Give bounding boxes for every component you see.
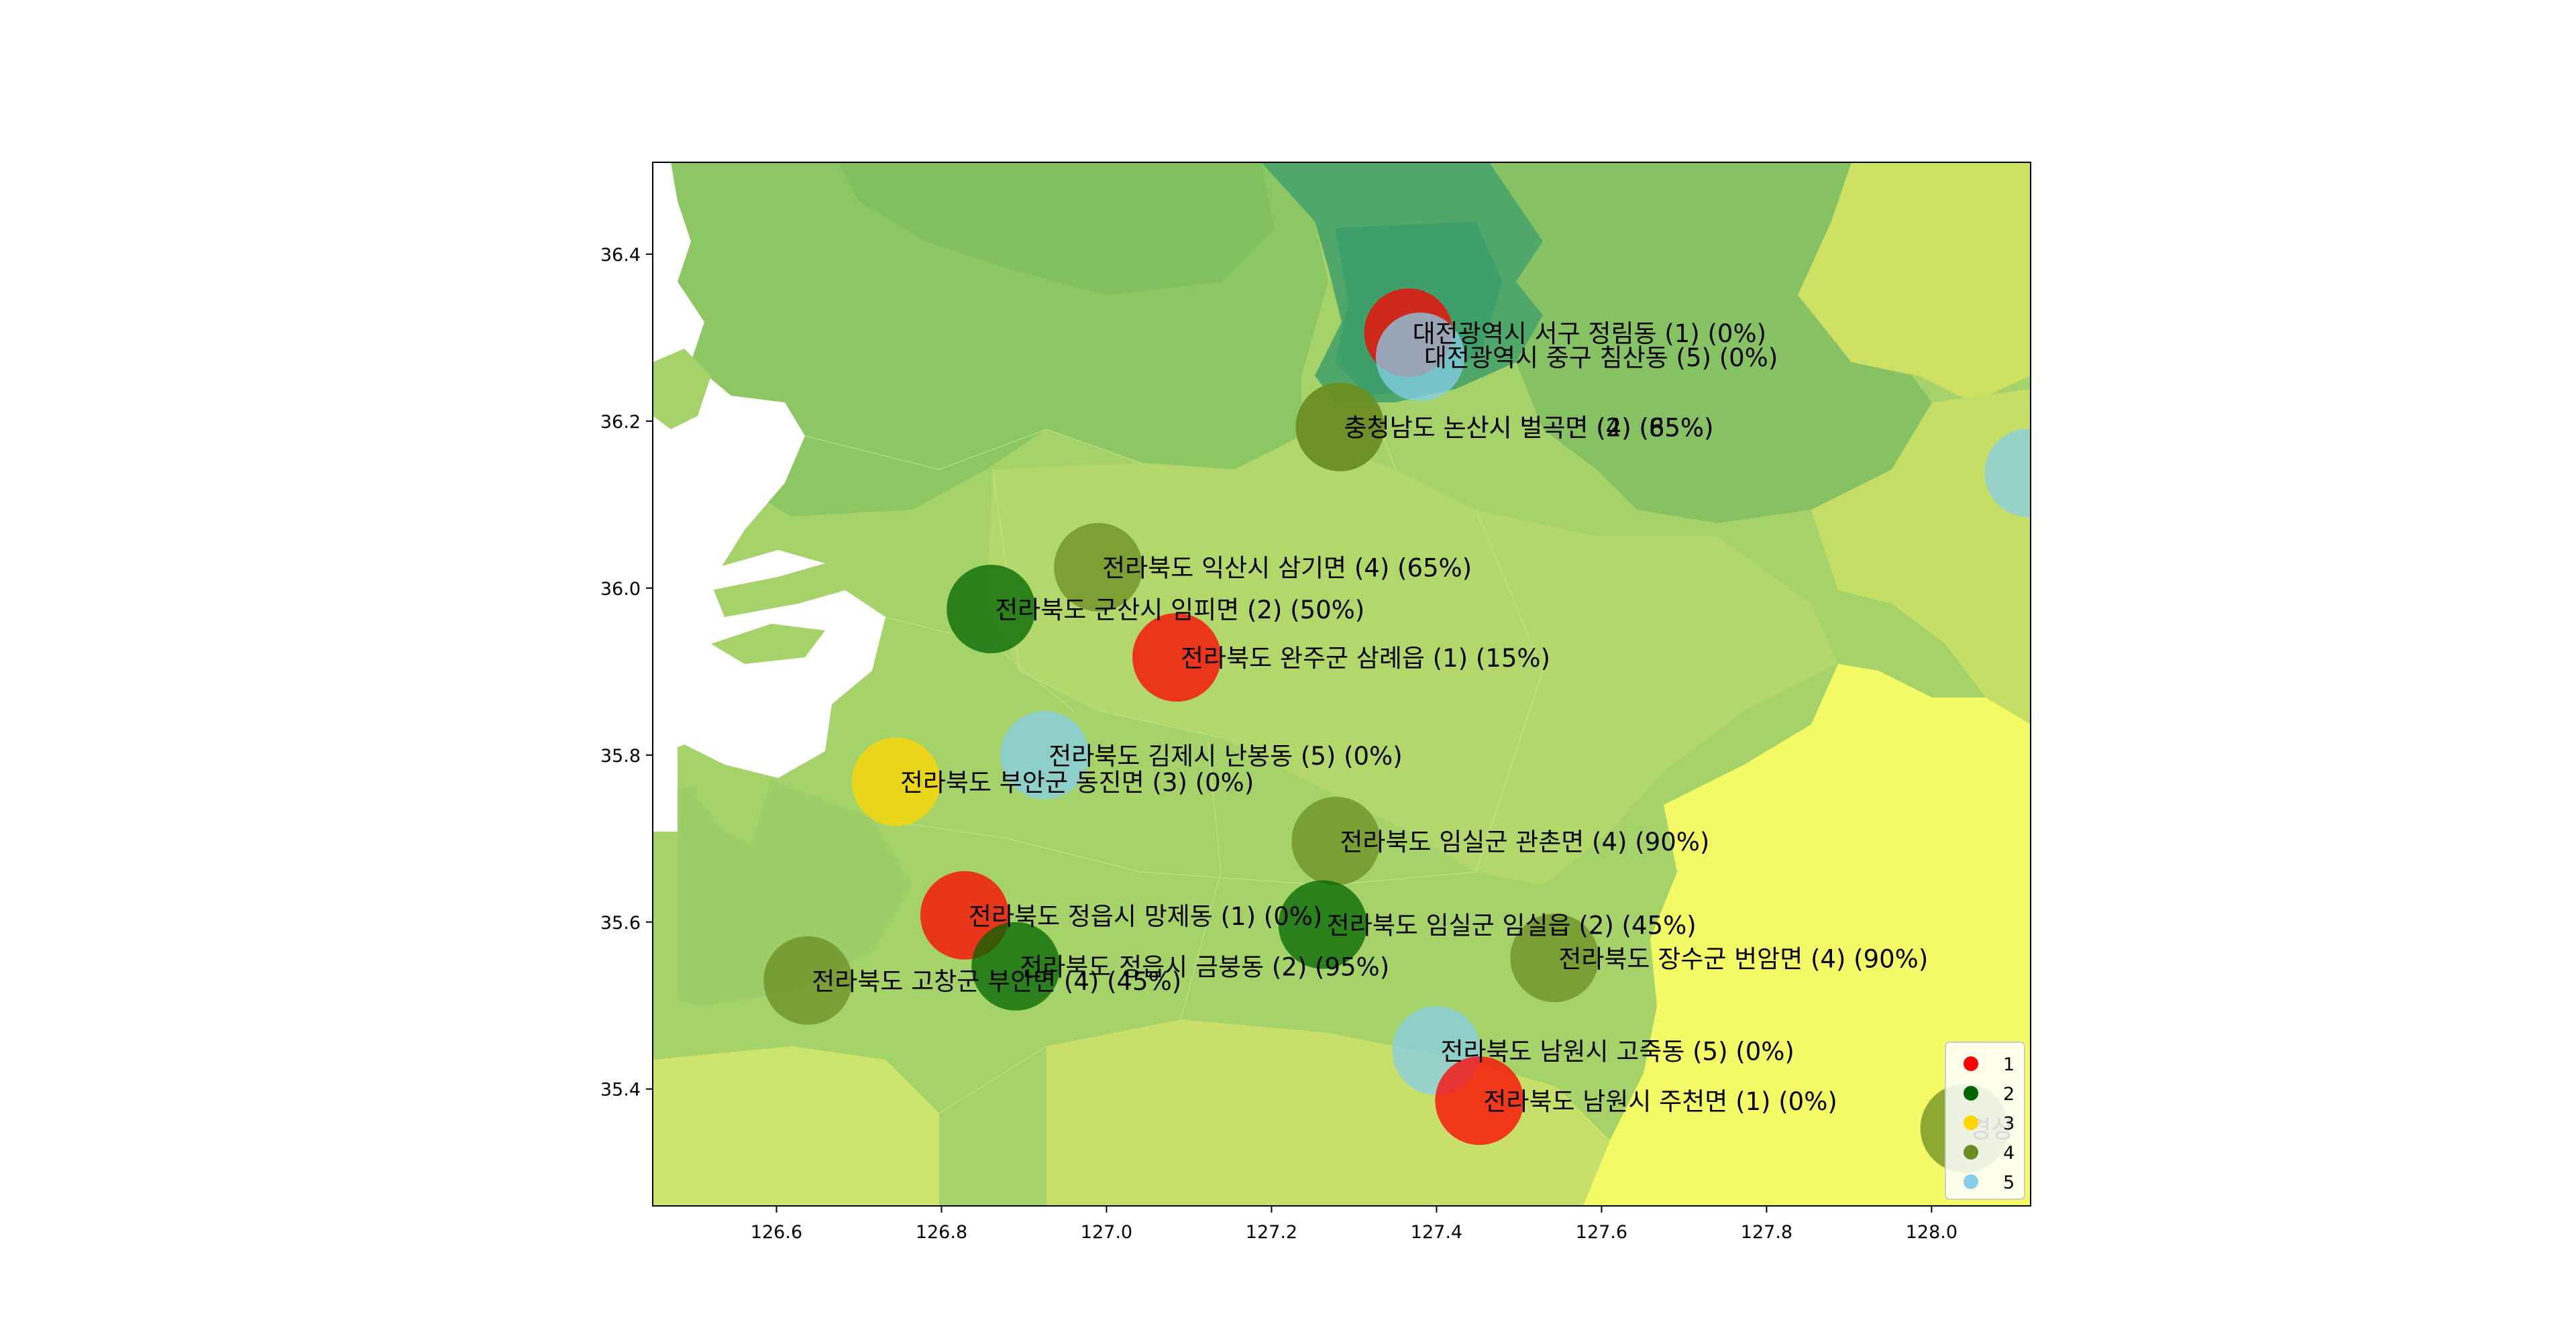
x-tick-label: 126.6	[751, 1222, 802, 1243]
legend: 1 2 3 4 5	[1945, 1042, 2025, 1200]
point-label: 전라북도 고창군 부안면 (4) (45%)	[812, 967, 1181, 996]
bubble-4	[1291, 797, 1381, 886]
legend-label: 2	[2003, 1084, 2015, 1105]
bubble-2	[1278, 880, 1367, 969]
point-label: 전라북도 정읍시 금붕동 (2) (95%)	[1020, 953, 1389, 982]
x-tick-label: 127.2	[1246, 1222, 1297, 1243]
point-label: 전라북도 임실군 관촌면 (4) (90%)	[1340, 828, 1709, 856]
legend-marker	[1964, 1056, 1978, 1071]
y-tick-label: 36.0	[600, 579, 641, 600]
bubble-4	[1054, 522, 1143, 612]
point-label: 대전광역시 서구 정림동 (1) (0%)	[1413, 319, 1766, 348]
bubble-4	[1295, 382, 1385, 471]
y-tick-label: 35.6	[600, 913, 641, 934]
y-tick-label: 35.4	[600, 1080, 641, 1101]
legend-label: 3	[2003, 1113, 2015, 1134]
bubble-3	[851, 737, 941, 826]
bubble-layer	[763, 288, 2031, 1173]
bubble-1	[1435, 1056, 1524, 1146]
bubble-1	[1132, 613, 1222, 702]
legend-marker	[1964, 1086, 1978, 1101]
legend-label: 5	[2003, 1172, 2015, 1193]
x-axis: 126.6 126.8 127.0 127.2 127.4 127.6 127.8 128.0	[751, 1206, 1957, 1243]
point-label: 전라북도 임실군 임실읍 (2) (45%)	[1327, 911, 1697, 940]
legend-marker	[1964, 1145, 1978, 1160]
axes-frame	[652, 162, 2031, 1207]
label-layer: 대전광역시 서구 정림동 (1) (0%)대전광역시 중구 침산동 (5) (0…	[812, 319, 2014, 1144]
point-label: 전라북도 부안군 동진면 (3) (0%)	[900, 769, 1254, 797]
point-label: 전라북도 남원시 고죽동 (5) (0%)	[1440, 1037, 1794, 1066]
legend-label: 1	[2003, 1054, 2015, 1075]
x-tick-label: 127.8	[1741, 1222, 1792, 1243]
map-background	[653, 162, 2031, 1206]
point-label: 대전광역시 중구 침산동 (5) (0%)	[1424, 343, 1778, 372]
x-tick-label: 126.8	[916, 1222, 967, 1243]
point-label: 전라북도 정읍시 망제동 (1) (0%)	[969, 902, 1322, 931]
bubble-5	[1375, 313, 1464, 402]
x-tick-label: 128.0	[1906, 1222, 1957, 1243]
bubble-2	[971, 922, 1061, 1011]
y-tick-label: 36.2	[600, 412, 641, 433]
point-label: 전라북도 완주군 삼례읍 (1) (15%)	[1181, 644, 1550, 673]
x-tick-label: 127.0	[1081, 1222, 1132, 1243]
x-tick-label: 127.4	[1411, 1222, 1462, 1243]
point-label: 전라북도 익산시 삼기면 (4) (65%)	[1102, 554, 1472, 583]
point-label: 전라북도 김제시 난봉동 (5) (0%)	[1049, 742, 1402, 771]
y-tick-label: 36.4	[600, 245, 641, 266]
y-tick-label: 35.8	[600, 746, 641, 767]
legend-marker	[1964, 1115, 1978, 1130]
x-tick-label: 127.6	[1576, 1222, 1627, 1243]
point-label: 충청남도 논산시 벌곡면 (2) (85%)	[1344, 414, 1714, 443]
legend-box	[1945, 1042, 2025, 1200]
legend-label: 4	[2003, 1143, 2015, 1164]
bubble-2	[947, 564, 1036, 653]
y-axis: 35.4 35.6 35.8 36.0 36.2 36.4	[600, 245, 653, 1101]
point-label: 전라북도 장수군 번암면 (4) (90%)	[1558, 944, 1928, 973]
bubble-4	[1510, 913, 1599, 1003]
bubble-5	[1984, 429, 2031, 518]
point-label: 전라북도 군산시 임피면 (2) (50%)	[995, 596, 1364, 624]
bubble-4	[763, 936, 853, 1025]
point-label: 충청남도 논산시 벌곡면 (4) (65%)	[1344, 414, 1714, 443]
point-label: 전라북도 남원시 주천면 (1) (0%)	[1483, 1087, 1837, 1116]
bubble-5	[1000, 710, 1089, 799]
legend-marker	[1964, 1174, 1978, 1189]
